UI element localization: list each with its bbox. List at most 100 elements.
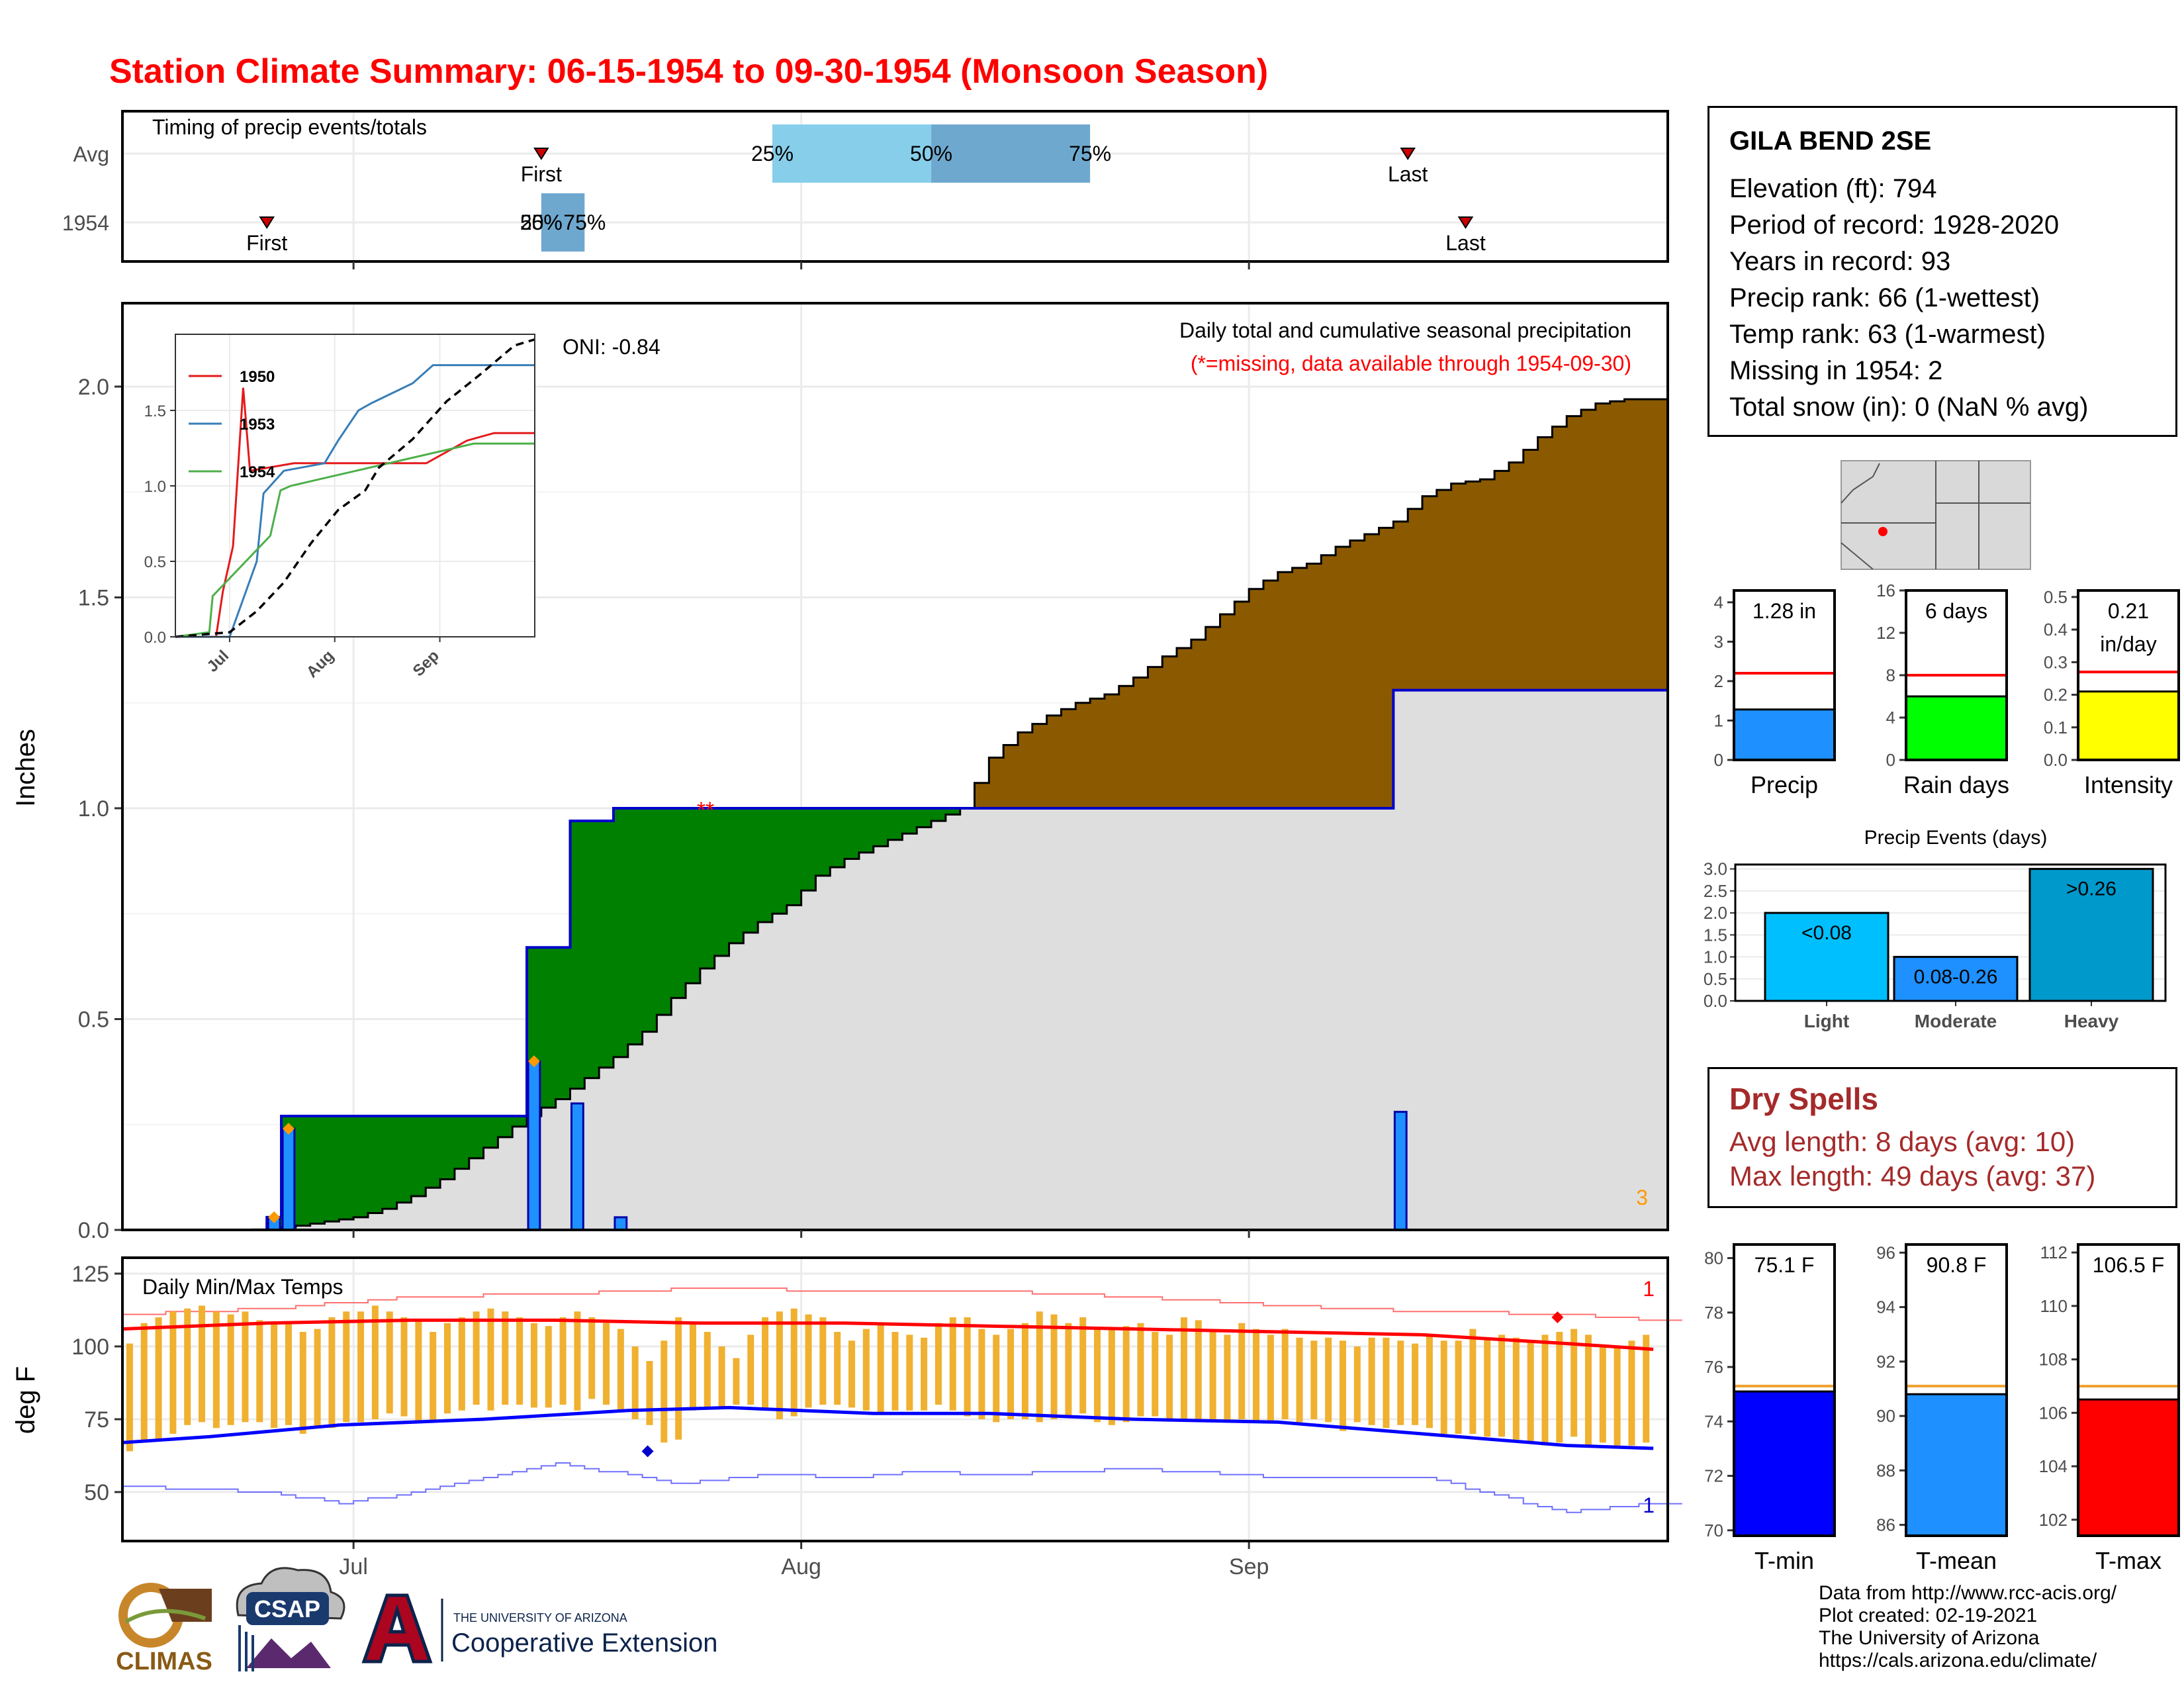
events-y-tick-label: 1.5	[1704, 925, 1727, 945]
events-y-tick-label: 2.0	[1704, 903, 1727, 923]
cum-deficit-fill	[1003, 745, 1019, 808]
gauge-value-text: 1.28 in	[1752, 599, 1816, 623]
station-period: Period of record: 1928-2020	[1729, 211, 2060, 240]
gauge-y-tick-label: 110	[2040, 1296, 2068, 1316]
temps-record-min-line	[122, 1462, 1682, 1513]
gauge-y-tick-label: 106	[2039, 1403, 2068, 1423]
cum-surplus-fill	[353, 1116, 369, 1217]
gauge-value-bar	[2077, 690, 2180, 761]
ua-logo-a	[361, 1593, 433, 1664]
timing-marker-triangle	[533, 148, 549, 160]
events-bar-label: 0.08-0.26	[1914, 966, 1998, 988]
gauge-value-text: 90.8 F	[1927, 1253, 1987, 1277]
temps-x-tick-label: Jul	[339, 1554, 367, 1579]
timing-span-label: 25%	[520, 211, 563, 234]
gauge-y-tick-label: 0	[1886, 750, 1895, 770]
cum-title: Daily total and cumulative seasonal prec…	[1179, 318, 1631, 342]
timing-span-label: 25%	[751, 142, 794, 165]
cum-deficit-fill	[1567, 416, 1582, 690]
cum-surplus-fill	[917, 808, 932, 827]
cum-deficit-fill	[1379, 528, 1394, 808]
cum-surplus-fill	[902, 808, 917, 834]
cum-surplus-fill	[858, 808, 874, 853]
gauge-y-tick-label: 76	[1704, 1357, 1723, 1377]
cum-corner-note: 3	[1636, 1186, 1648, 1209]
cum-y-tick-label: 0.0	[78, 1218, 109, 1243]
cum-daily-precip-bar	[281, 1127, 296, 1231]
cum-record-marker	[527, 1055, 540, 1068]
credit-university: The University of Arizona	[1819, 1627, 2040, 1649]
timing-span-label: 50%	[520, 211, 563, 234]
gauge-value-bar	[1905, 1393, 2008, 1537]
gauge-y-tick-label: 94	[1876, 1297, 1895, 1317]
csap-logo-mountains	[246, 1638, 331, 1668]
cum-surplus-fill	[367, 1116, 383, 1213]
inset-series-line	[175, 442, 535, 638]
dry-spells-title: Dry Spells	[1729, 1082, 1878, 1116]
csap-logo-badge	[246, 1592, 329, 1625]
cum-deficit-fill	[1494, 471, 1510, 690]
map-station-dot	[1878, 527, 1888, 536]
temps-plot-border	[121, 1256, 1669, 1542]
cum-deficit-fill	[1408, 508, 1423, 690]
gauge-y-tick-label: 4	[1714, 592, 1723, 612]
events-bar	[2028, 868, 2154, 1002]
gauge-y-tick-label: 12	[1876, 623, 1895, 643]
temps-x-tick-label: Aug	[781, 1554, 821, 1579]
inset-y-tick-label: 0.5	[144, 553, 166, 571]
events-category-label: Moderate	[1915, 1011, 1997, 1031]
cum-deficit-fill	[1393, 521, 1408, 690]
gauge-value-bar	[1905, 695, 2008, 761]
cum-surplus-fill	[382, 1116, 398, 1209]
cum-deficit-fill	[1508, 462, 1524, 690]
inset-border	[175, 334, 535, 637]
inset-series-line	[175, 338, 535, 638]
gauge-border	[2077, 589, 2180, 761]
cum-surplus-fill	[945, 808, 961, 815]
cum-daily-precip-bar	[527, 1060, 541, 1231]
cum-surplus-fill	[786, 808, 802, 906]
temps-record-max-line	[122, 1288, 1682, 1321]
station-years: Years in record: 93	[1729, 247, 1951, 276]
temps-y-axis-label: deg F	[11, 1366, 40, 1434]
cum-deficit-fill	[1624, 399, 1639, 690]
gauge-y-tick-label: 16	[1876, 581, 1895, 600]
inset-series-line	[175, 364, 535, 638]
cum-surplus-fill	[671, 808, 686, 998]
gauge-y-tick-label: 102	[2039, 1510, 2068, 1530]
gauge-y-tick-label: 0.5	[2044, 587, 2068, 607]
cum-deficit-fill	[1220, 614, 1235, 808]
cum-surplus-fill	[584, 821, 600, 1078]
gauge-label: T-max	[2095, 1547, 2161, 1574]
cum-deficit-fill	[1162, 656, 1177, 808]
timing-span-bar	[931, 124, 1091, 183]
cum-surplus-fill	[772, 808, 788, 914]
cum-surplus-fill	[815, 808, 831, 876]
timing-marker-label: First	[521, 162, 562, 186]
timing-marker-label: Last	[1445, 231, 1486, 255]
gauge-y-tick-label: 108	[2039, 1350, 2068, 1370]
events-bar	[1893, 956, 2019, 1002]
cum-record-marker	[268, 1211, 281, 1223]
gauge-y-tick-label: 0.2	[2044, 685, 2068, 705]
timing-span-label: 75%	[563, 211, 606, 234]
gauge-y-tick-label: 96	[1876, 1243, 1895, 1262]
temps-y-tick-label: 125	[71, 1262, 109, 1287]
csap-logo-text: CSAP	[254, 1595, 320, 1622]
ua-logo-small-text: THE UNIVERSITY OF ARIZONA	[453, 1611, 627, 1624]
timing-row-label: 1954	[62, 211, 109, 235]
cum-daily-precip-bar	[1393, 1111, 1408, 1231]
cum-surplus-fill	[339, 1116, 354, 1220]
events-y-tick-label: 1.0	[1704, 947, 1727, 967]
cum-surplus-fill	[498, 1116, 513, 1137]
timing-marker-triangle	[1457, 216, 1474, 229]
temps-y-tick-label: 75	[84, 1407, 109, 1432]
cum-deficit-fill	[1075, 702, 1091, 808]
gauge-y-tick-label: 0.3	[2044, 652, 2068, 672]
timing-title: Timing of precip events/totals	[152, 115, 427, 139]
cum-deficit-fill	[1133, 677, 1148, 808]
events-y-tick-label: 2.5	[1704, 881, 1727, 901]
gauge-label: Precip	[1751, 771, 1818, 798]
gauge-y-tick-label: 112	[2040, 1243, 2068, 1262]
station-snow: Total snow (in): 0 (NaN % avg)	[1729, 393, 2089, 422]
